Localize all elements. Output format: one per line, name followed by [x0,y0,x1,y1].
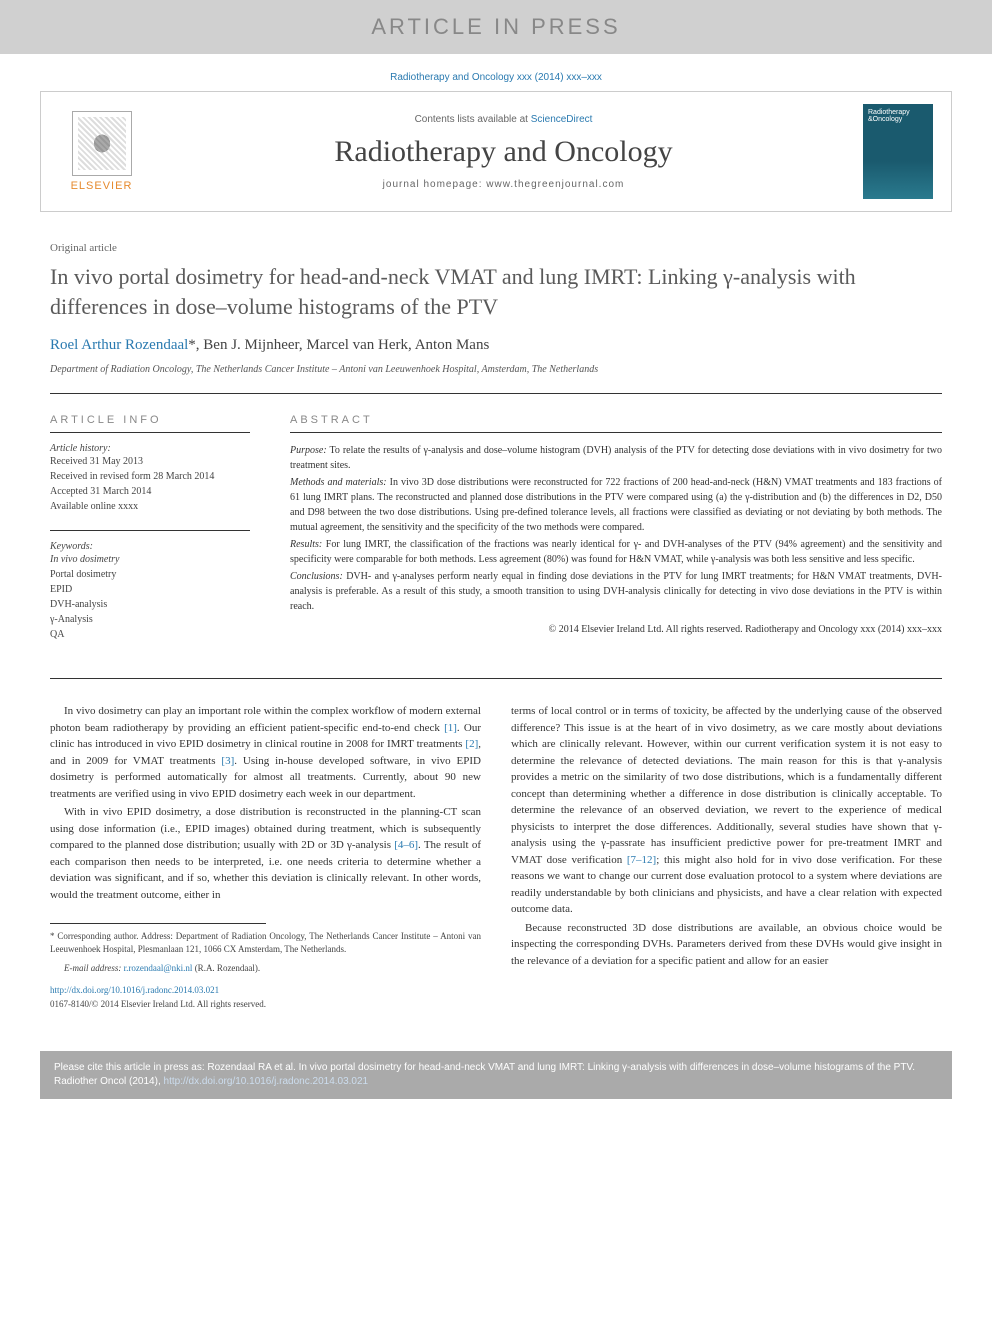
purpose-text: To relate the results of γ-analysis and … [290,445,942,471]
journal-header-center: Contents lists available at ScienceDirec… [144,114,863,190]
corresponding-mark: * [188,337,196,353]
keyword: EPID [50,582,250,597]
ref-link-2[interactable]: [2] [465,738,478,750]
abstract-text: Purpose: To relate the results of γ-anal… [290,443,942,637]
keyword: In vivo dosimetry [50,552,250,567]
elsevier-tree-icon [72,111,132,176]
article-history-block: Article history: Received 31 May 2013 Re… [50,443,250,514]
corresponding-footnote: * Corresponding author. Address: Departm… [50,930,481,955]
elsevier-logo[interactable]: ELSEVIER [59,104,144,199]
sciencedirect-link[interactable]: ScienceDirect [531,114,593,125]
ref-link-7-12[interactable]: [7–12] [627,854,656,866]
results-label: Results: [290,539,322,550]
issn-copyright: 0167-8140/© 2014 Elsevier Ireland Ltd. A… [50,998,481,1012]
conclusions-text: DVH- and γ-analyses perform nearly equal… [290,571,942,612]
ref-link-4-6[interactable]: [4–6] [394,839,418,851]
methods-label: Methods and materials: [290,477,387,488]
accepted-date: Accepted 31 March 2014 [50,484,250,499]
affiliation: Department of Radiation Oncology, The Ne… [50,364,942,394]
results-text: For lung IMRT, the classification of the… [290,539,942,565]
article-in-press-banner: ARTICLE IN PRESS [0,0,992,54]
article-info-heading: ARTICLE INFO [50,414,250,433]
citation-footer-doi-link[interactable]: http://dx.doi.org/10.1016/j.radonc.2014.… [164,1076,369,1087]
abstract-copyright: © 2014 Elsevier Ireland Ltd. All rights … [290,622,942,637]
conclusions-label: Conclusions: [290,571,343,582]
body-column-right: terms of local control or in terms of to… [511,703,942,1011]
elsevier-text: ELSEVIER [71,180,133,192]
keywords-block: Keywords: In vivo dosimetry Portal dosim… [50,541,250,642]
other-authors: , Ben J. Mijnheer, Marcel van Herk, Anto… [196,337,490,353]
body-text-columns: In vivo dosimetry can play an important … [50,703,942,1011]
article-title: In vivo portal dosimetry for head-and-ne… [50,262,942,321]
abstract-heading: ABSTRACT [290,414,942,433]
received-date: Received 31 May 2013 [50,454,250,469]
top-citation: Radiotherapy and Oncology xxx (2014) xxx… [0,54,992,91]
body-column-left: In vivo dosimetry can play an important … [50,703,481,1011]
ref-link-1[interactable]: [1] [444,722,457,734]
body-p4: Because reconstructed 3D dose distributi… [511,920,942,970]
keyword: γ-Analysis [50,612,250,627]
email-label: E-mail address: [64,963,124,973]
journal-homepage: journal homepage: www.thegreenjournal.co… [144,179,863,190]
journal-header: ELSEVIER Contents lists available at Sci… [40,91,952,212]
article-type: Original article [50,242,942,254]
methods-text: In vivo 3D dose distributions were recon… [290,477,942,533]
body-p1a: In vivo dosimetry can play an important … [50,705,481,734]
purpose-label: Purpose: [290,445,327,456]
doi-line: http://dx.doi.org/10.1016/j.radonc.2014.… [50,984,481,998]
article-body: Original article In vivo portal dosimetr… [0,212,992,1031]
email-link[interactable]: r.rozendaal@nki.nl [124,963,193,973]
email-footnote: E-mail address: r.rozendaal@nki.nl (R.A.… [50,962,481,975]
contents-prefix: Contents lists available at [415,114,531,125]
body-p3a: terms of local control or in terms of to… [511,705,942,866]
footnote-separator [50,923,266,924]
keyword: DVH-analysis [50,597,250,612]
history-label: Article history: [50,443,250,454]
article-info-sidebar: ARTICLE INFO Article history: Received 3… [50,414,250,658]
doi-link[interactable]: http://dx.doi.org/10.1016/j.radonc.2014.… [50,985,219,995]
revised-date: Received in revised form 28 March 2014 [50,469,250,484]
keyword: QA [50,627,250,642]
info-abstract-row: ARTICLE INFO Article history: Received 3… [50,414,942,679]
contents-available: Contents lists available at ScienceDirec… [144,114,863,125]
ref-link-3[interactable]: [3] [221,755,234,767]
citation-footer: Please cite this article in press as: Ro… [40,1051,952,1099]
email-suffix: (R.A. Rozendaal). [192,963,260,973]
online-date: Available online xxxx [50,499,250,514]
author-list: Roel Arthur Rozendaal*, Ben J. Mijnheer,… [50,337,942,354]
keyword: Portal dosimetry [50,567,250,582]
abstract-section: ABSTRACT Purpose: To relate the results … [290,414,942,658]
corresponding-author-link[interactable]: Roel Arthur Rozendaal [50,337,188,353]
journal-name: Radiotherapy and Oncology [144,135,863,169]
keywords-label: Keywords: [50,541,250,552]
journal-cover-thumbnail[interactable] [863,104,933,199]
